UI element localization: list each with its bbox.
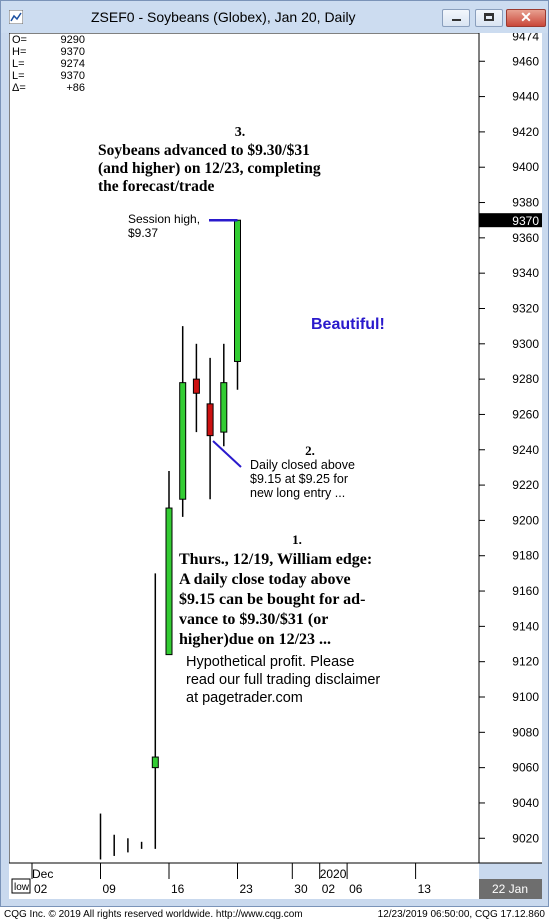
x-tick-label: 30 (294, 882, 308, 896)
y-tick-label: 9240 (512, 443, 539, 457)
minimize-button[interactable] (442, 9, 470, 27)
month-label: Dec (32, 867, 53, 881)
y-tick-label: 9160 (512, 584, 539, 598)
corner-label: low (14, 882, 30, 893)
x-tick-label: 02 (34, 882, 48, 896)
y-tick-label: 9140 (512, 619, 539, 633)
y-tick-label: 9300 (512, 337, 539, 351)
annotation-2-pointer (212, 440, 242, 468)
candle-body (165, 507, 173, 656)
y-tick-label: 9100 (512, 690, 539, 704)
y-tick-label: 9120 (512, 655, 539, 669)
annotation-2-number: 2. (305, 443, 315, 458)
ohlc-label: H= (12, 46, 26, 58)
status-footer: CQG Inc. © 2019 All rights reserved worl… (0, 907, 549, 923)
annotation-1-text: Thurs., 12/19, William edge: A daily clo… (179, 551, 376, 648)
right-axis-date (479, 879, 542, 899)
y-tick-label: 9420 (512, 125, 539, 139)
candle-body (179, 382, 187, 500)
x-tick-label: 23 (240, 882, 254, 896)
ohlc-value: 9290 (61, 34, 85, 46)
ohlc-value: 9274 (61, 58, 85, 70)
x-axis-ticks: 02 09 16 23 30 02 06 13 Dec 2020 low 22 Jan (11, 863, 528, 896)
beautiful-label: Beautiful! (311, 316, 385, 333)
time-axis (9, 863, 479, 899)
annotation-3-line: Soybeans advanced to $9.30/$31 (98, 142, 310, 159)
y-axis-ticks: 9020 9040 9060 9080 9100 9120 9140 9160 9180 9200… (479, 33, 542, 845)
copyright-text: CQG Inc. © 2019 All rights reserved worl… (4, 909, 303, 920)
y-tick-label: 9340 (512, 266, 539, 280)
candle-body (206, 403, 214, 437)
price-chart[interactable]: 9020 9040 9060 9080 9100 9120 9140 9160 9180 9200… (9, 33, 542, 899)
ohlc-label: L= (12, 70, 25, 82)
candle-body (220, 382, 228, 433)
y-tick-label: 9280 (512, 372, 539, 386)
y-tick-label: 9220 (512, 478, 539, 492)
y-tick-label: 9180 (512, 549, 539, 563)
ohlc-label: O= (12, 34, 27, 46)
disclaimer-text: Hypothetical profit. Please read our ful… (186, 654, 384, 706)
annotation-3-line: the forecast/trade (98, 178, 214, 195)
y-tick-label: 9040 (512, 796, 539, 810)
ohlc-value: 9370 (61, 46, 85, 58)
corner-box (11, 878, 31, 894)
maximize-icon (484, 13, 494, 21)
y-tick-label: 9380 (512, 196, 539, 210)
ohlc-label: L= (12, 58, 25, 70)
y-tick-label: 9360 (512, 231, 539, 245)
x-tick-label: 06 (349, 882, 363, 896)
minimize-icon (452, 19, 461, 21)
y-tick-label: 9400 (512, 160, 539, 174)
y-tick-label: 9200 (512, 513, 539, 527)
y-tick-label: 9460 (512, 54, 539, 68)
x-tick-label: 16 (171, 882, 185, 896)
candle-body (151, 756, 159, 769)
right-axis-label: 22 Jan (492, 882, 528, 896)
y-tick-label: 9320 (512, 301, 539, 315)
y-tick-label: 9080 (512, 725, 539, 739)
y-tick-label: 9020 (512, 831, 539, 845)
candle-body (234, 219, 241, 362)
annotation-2-text: Daily closed above $9.15 at $9.25 for ne… (250, 458, 358, 500)
close-button[interactable]: ✕ (506, 9, 546, 27)
y-tick-label: 9440 (512, 90, 539, 104)
annotation-1-number: 1. (292, 532, 302, 547)
x-tick-label: 09 (103, 882, 117, 896)
annotation-3-number: 3. (235, 125, 246, 140)
ohlc-box: O= 9290 H= 9370 L= 9274 L= 9370 Δ= +86 (12, 34, 85, 94)
ohlc-value: 9370 (61, 70, 85, 82)
close-icon: ✕ (520, 9, 532, 25)
candles (99, 219, 241, 860)
timestamp-text: 12/23/2019 06:50:00, CQG 17.12.860 (377, 909, 545, 920)
candle-body (192, 378, 200, 394)
maximize-button[interactable] (475, 9, 503, 27)
y-tick-label-top: 9474 (512, 33, 539, 44)
annotation-3-text: Soybeans advanced to $9.30/$31 (and high… (98, 142, 324, 195)
ohlc-label: Δ= (12, 82, 26, 94)
last-price-label: 9370 (512, 214, 539, 228)
title-bar[interactable]: ZSEF0 - Soybeans (Globex), Jan 20, Daily… (1, 1, 548, 33)
month-label: 2020 (320, 867, 347, 881)
session-high-label: Session high, $9.37 (128, 212, 203, 240)
price-axis (479, 33, 542, 863)
annotation-3-line: (and higher) on 12/23, completing (98, 160, 321, 177)
ohlc-value: +86 (66, 82, 85, 94)
y-tick-label: 9260 (512, 407, 539, 421)
x-tick-label: 02 (322, 882, 336, 896)
window-title: ZSEF0 - Soybeans (Globex), Jan 20, Daily (91, 9, 356, 25)
app-icon (9, 10, 23, 24)
y-tick-label: 9060 (512, 761, 539, 775)
x-tick-label: 13 (418, 882, 432, 896)
last-price-marker (479, 213, 542, 228)
